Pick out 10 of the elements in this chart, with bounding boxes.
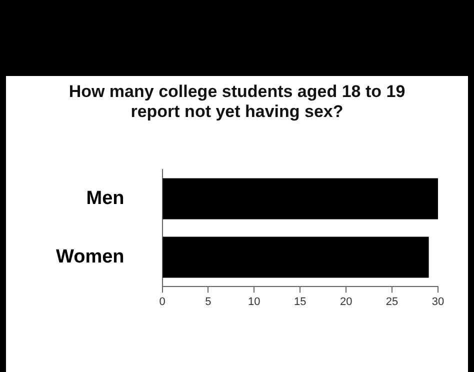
x-tick-label: 25	[386, 296, 398, 308]
x-tick-label: 5	[205, 296, 212, 308]
x-tick-label: 0	[159, 296, 166, 308]
x-tick-label: 15	[294, 296, 306, 308]
x-tick-label: 10	[248, 296, 260, 308]
chart-title: How many college students aged 18 to 19 report not yet having sex?	[68, 82, 406, 122]
x-tick-label: 20	[340, 296, 352, 308]
y-tick-label: Men	[86, 188, 124, 209]
y-tick-label: Women	[56, 246, 124, 268]
x-tick-label: 30	[432, 296, 444, 308]
